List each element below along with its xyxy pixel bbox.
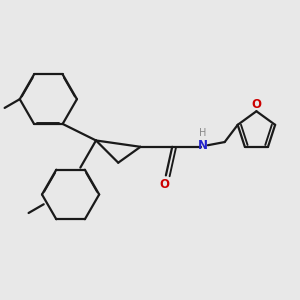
- Text: N: N: [197, 139, 207, 152]
- Text: H: H: [199, 128, 206, 139]
- Text: O: O: [251, 98, 261, 111]
- Text: O: O: [159, 178, 169, 191]
